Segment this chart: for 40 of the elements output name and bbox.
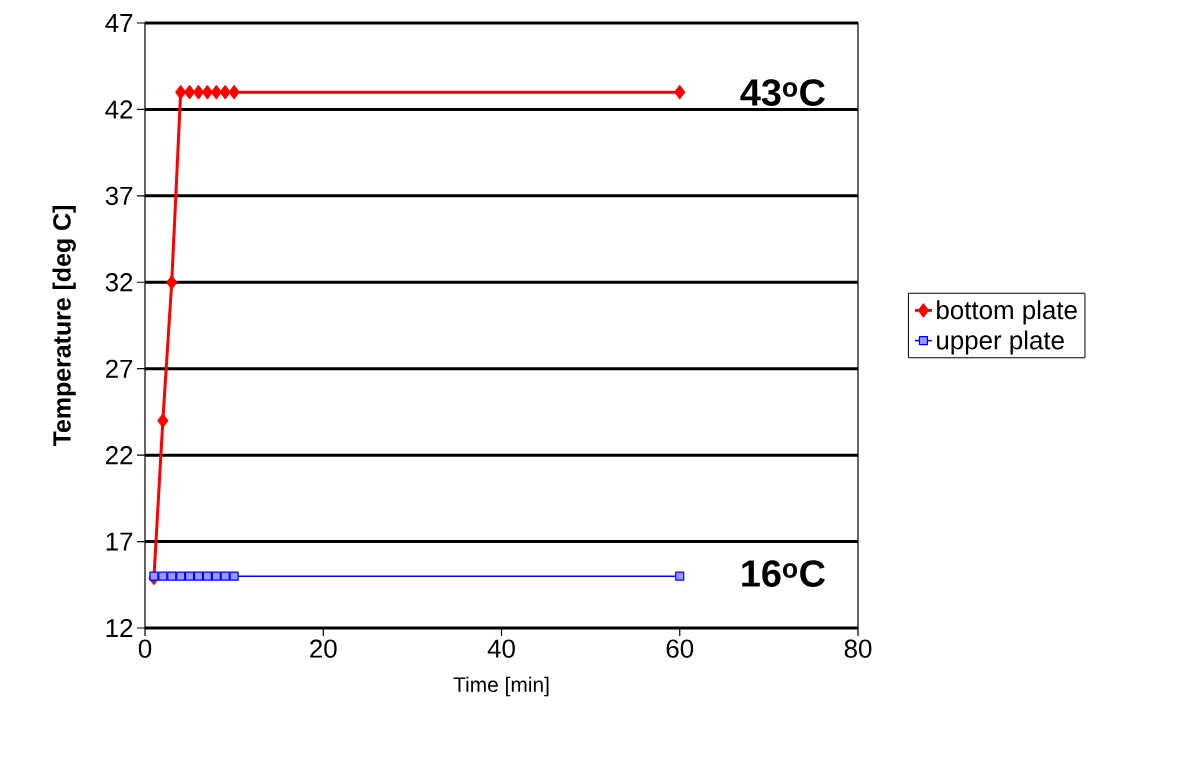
point — [202, 571, 212, 581]
x-tick-label: 0 — [138, 639, 152, 658]
x-tick-label: 20 — [310, 639, 337, 658]
point — [675, 571, 685, 581]
y-tick-label: 12 — [106, 618, 133, 638]
y-tick-label: 42 — [105, 100, 133, 119]
point — [219, 85, 231, 100]
point — [193, 85, 204, 100]
annotation: 43$^{o}$C — [740, 79, 825, 106]
x-axis-title: Time [min] — [453, 676, 549, 697]
x-tick-label: 40 — [487, 639, 515, 658]
y-tick-label: 22 — [105, 446, 133, 465]
y-tick-label: 32 — [105, 273, 133, 292]
point — [157, 413, 169, 428]
point — [220, 571, 230, 581]
point — [193, 571, 204, 581]
point — [158, 571, 168, 581]
point — [184, 571, 195, 581]
x-tick-label: 80 — [844, 639, 872, 658]
y-axis-title: Temperature [deg C] — [52, 206, 76, 447]
y-tick-label: 47 — [105, 14, 133, 32]
x-tick-label: 60 — [666, 639, 694, 658]
point — [176, 571, 186, 581]
point — [211, 571, 221, 581]
point — [167, 571, 177, 581]
point — [229, 571, 239, 581]
point — [175, 85, 187, 100]
point — [201, 85, 213, 100]
y-tick-label: 27 — [105, 359, 133, 378]
annotation: 16$^{o}$C — [742, 560, 825, 587]
legend-label: bottom plate — [937, 300, 1077, 325]
y-tick-label: 37 — [105, 186, 133, 206]
point — [149, 571, 159, 581]
point — [210, 85, 222, 100]
point — [166, 275, 178, 290]
point — [184, 85, 196, 100]
point — [228, 85, 240, 100]
legend-label: upper plate — [937, 330, 1064, 355]
point — [674, 85, 686, 100]
y-tick-label: 17 — [106, 532, 133, 551]
